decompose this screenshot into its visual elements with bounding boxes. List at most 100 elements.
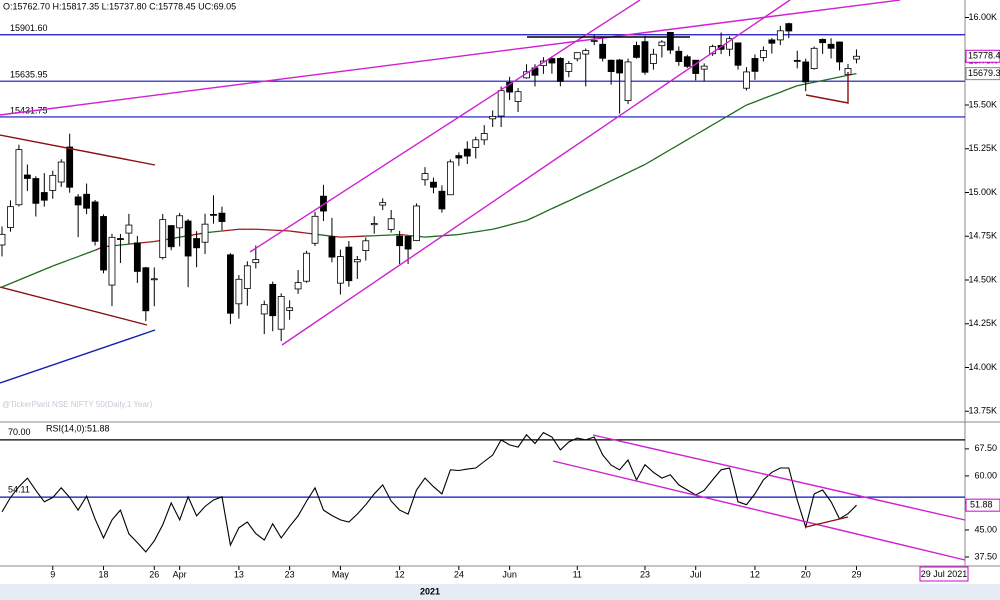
ma-segment <box>27 272 37 278</box>
y-tick-label: 15.50K <box>968 99 997 109</box>
ma-segment <box>492 226 502 230</box>
candle-body <box>74 196 82 206</box>
ma-segment <box>458 232 468 236</box>
ma-segment <box>619 172 629 178</box>
ma-segment <box>602 180 612 186</box>
ma-segment <box>1 282 11 288</box>
ma-segment <box>517 219 527 224</box>
ma-segment <box>627 167 637 174</box>
candle-body <box>666 31 674 51</box>
rsi-trendline <box>805 516 849 528</box>
ma-segment <box>467 231 476 234</box>
candle-body <box>167 225 175 248</box>
candle-body <box>227 254 234 314</box>
ma-segment <box>695 129 705 136</box>
candle-body <box>599 43 607 59</box>
y-tick-label: 14.25K <box>968 318 997 328</box>
ma-segment <box>230 228 239 231</box>
candle-body <box>218 212 226 222</box>
ma-segment <box>424 235 434 238</box>
candle-body <box>776 30 784 41</box>
ma-segment <box>822 78 832 82</box>
ma-segment <box>720 114 730 121</box>
candle-body <box>506 82 514 93</box>
candle-body <box>117 238 124 240</box>
ma-segment <box>526 216 536 222</box>
year-label: 2021 <box>420 586 440 596</box>
candle-body <box>159 219 167 258</box>
candle-body <box>269 283 277 317</box>
candle-body <box>57 161 65 183</box>
candle-body <box>379 202 387 206</box>
rsi-trendline <box>552 460 966 561</box>
candle-body <box>430 181 437 188</box>
ma-segment <box>636 163 646 170</box>
ma-segment <box>763 94 773 100</box>
rsi-title: RSI(14,0):51.88 <box>46 423 110 433</box>
candle-body <box>286 307 294 311</box>
y-tick-label: 67.50 <box>974 443 997 453</box>
candle-body <box>421 173 429 181</box>
rsi-level-label: 54.11 <box>8 485 30 495</box>
y-tick-label: 16.00K <box>968 12 997 22</box>
y-tick-label: 14.50K <box>968 274 997 284</box>
ma-segment <box>213 230 223 233</box>
ma-segment <box>771 91 781 96</box>
candle-body <box>590 40 598 42</box>
candle-body <box>83 193 90 209</box>
ma-segment <box>780 88 790 93</box>
trendline <box>0 286 148 326</box>
candle-body <box>370 223 378 226</box>
candle-body <box>396 235 404 247</box>
candle-body <box>565 63 573 72</box>
price-tag: 15679.3 <box>968 68 1000 78</box>
x-tick-label: Jun <box>502 569 517 579</box>
candle-body <box>362 240 370 252</box>
candle-body <box>455 155 463 159</box>
ma-segment <box>805 81 815 85</box>
candle-body <box>0 233 6 246</box>
candle-body <box>743 71 750 89</box>
candle-body <box>497 90 505 117</box>
candle-body <box>328 236 336 258</box>
watermark: @TickerPlant NSE NIFTY 50(Daily,1 Year) <box>2 400 153 409</box>
candle-body <box>785 23 793 32</box>
ma-segment <box>289 230 299 233</box>
candle-body <box>556 58 564 82</box>
price-tag: 15778.4 <box>968 51 1000 61</box>
candle-body <box>683 56 691 67</box>
candle-body <box>311 215 319 244</box>
candle-body <box>66 146 74 188</box>
trendline <box>0 0 901 116</box>
candle-body <box>734 42 742 66</box>
candle-body <box>387 218 395 230</box>
y-tick-label: 15.25K <box>968 143 997 153</box>
candle-body <box>201 223 209 243</box>
candle-body <box>616 59 623 74</box>
ma-segment <box>830 76 840 80</box>
rsi-line <box>1 431 857 553</box>
date-tag-box <box>919 566 969 582</box>
ma-segment <box>585 188 595 194</box>
trendline <box>0 134 156 166</box>
ma-segment <box>475 229 485 233</box>
ma-segment <box>120 243 129 246</box>
ma-segment <box>433 235 442 238</box>
price-tag-box <box>965 67 1000 81</box>
ma-segment <box>577 192 587 198</box>
candle-body <box>768 39 776 44</box>
x-tick-label: 13 <box>234 569 244 579</box>
candle-body <box>404 236 412 250</box>
candle-body <box>176 215 184 229</box>
candle-body <box>91 201 99 242</box>
ma-segment <box>35 268 45 274</box>
candle-body <box>100 216 107 271</box>
candle-body <box>336 256 344 284</box>
rsi-level-label: 70.00 <box>8 427 31 437</box>
ma-segment <box>323 234 333 237</box>
y-tick-label: 14.75K <box>968 231 997 241</box>
x-tick-label: 18 <box>99 569 109 579</box>
y-tick-label: 45.00 <box>974 524 997 534</box>
candle-body <box>446 161 454 196</box>
